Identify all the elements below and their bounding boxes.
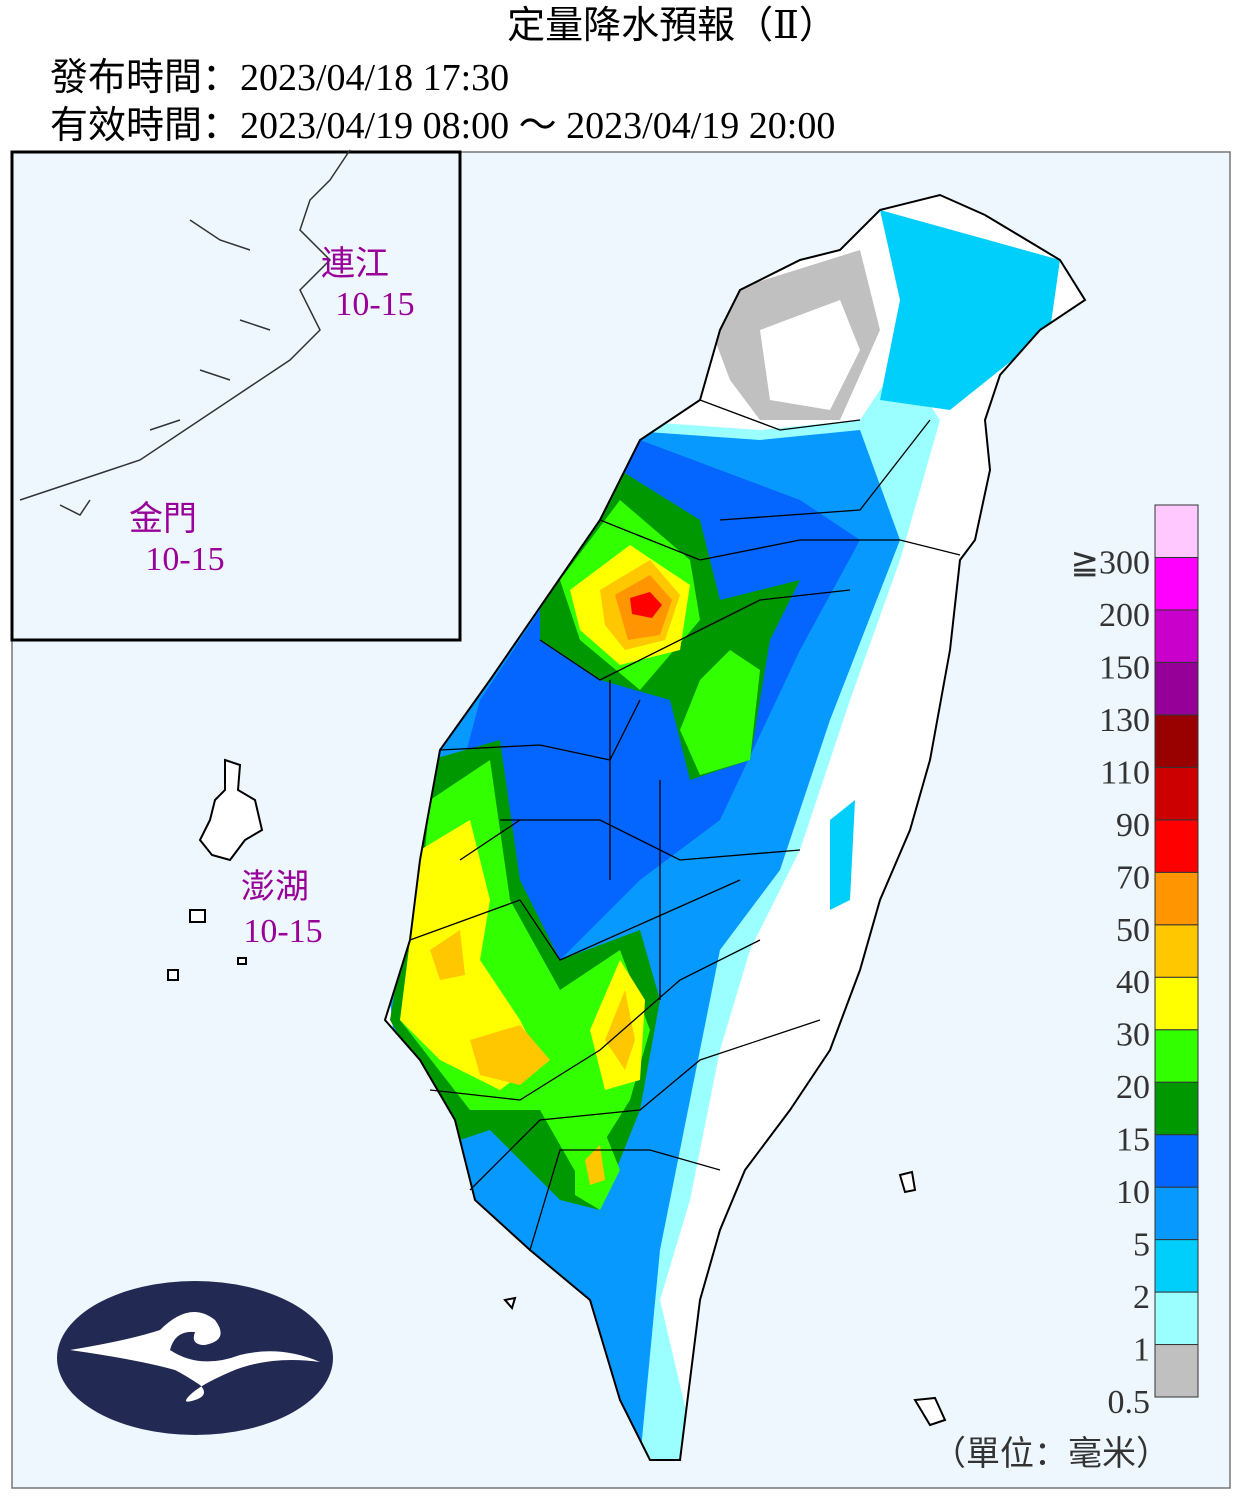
legend-swatch [1154, 924, 1199, 978]
legend-label: 40 [1116, 964, 1150, 1001]
legend-unit: （單位：毫米） [932, 1435, 1170, 1473]
legend-swatch [1154, 609, 1199, 663]
legend-label: ≧300 [1071, 544, 1151, 581]
island-range: 10-15 [335, 286, 414, 323]
legend-label: 110 [1100, 754, 1150, 791]
legend-swatch [1154, 661, 1199, 716]
legend-label: 150 [1099, 649, 1150, 686]
issued-time: 發布時間：2023/04/18 17:30 [50, 57, 509, 99]
legend-label: 5 [1133, 1227, 1150, 1264]
island-name: 澎湖 [241, 868, 309, 906]
legend-swatch [1154, 504, 1199, 558]
title: 定量降水預報（Ⅱ） [507, 5, 837, 47]
legend-label: 10 [1116, 1174, 1150, 1211]
valid-time: 有效時間：2023/04/19 08:00 ～ 2023/04/19 20:00 [50, 105, 835, 147]
legend-label: 90 [1116, 807, 1150, 844]
legend-label: 30 [1116, 1017, 1150, 1054]
legend-label: 15 [1116, 1122, 1150, 1159]
legend-swatch [1154, 871, 1199, 926]
legend-label: 70 [1116, 859, 1150, 896]
cwb-logo [57, 1281, 333, 1435]
penghu: 澎湖 10-15 [167, 758, 323, 981]
island-range: 10-15 [145, 541, 224, 578]
legend-swatch [1154, 556, 1199, 611]
island-name: 金門 [129, 500, 197, 538]
island-name: 連江 [321, 245, 389, 283]
legend-label: 130 [1099, 702, 1150, 739]
island-range: 10-15 [243, 913, 322, 950]
legend-label: 0.5 [1108, 1384, 1151, 1421]
taiwan-map [384, 194, 1086, 1461]
legend-label: 1 [1133, 1332, 1150, 1369]
legend-swatch [1154, 1081, 1199, 1136]
legend-label: 20 [1116, 1069, 1150, 1106]
legend-swatch [1154, 1291, 1199, 1346]
legend-label: 50 [1116, 912, 1150, 949]
legend-swatch [1154, 1239, 1199, 1293]
legend-swatch [1154, 766, 1199, 821]
legend-label: 200 [1099, 597, 1150, 634]
legend-swatch [1154, 1134, 1199, 1188]
legend-swatch [1154, 1344, 1199, 1398]
legend-label: 2 [1133, 1279, 1150, 1316]
legend-swatch [1154, 1186, 1199, 1241]
legend-swatch [1154, 714, 1199, 768]
legend: 0.5 1 2 5 10 15 20 30 40 50 70 90 110 130 150 200 ≧300 [1071, 504, 1199, 1421]
inset: 連江 10-15 金門 10-15 [10, 149, 462, 642]
legend-swatch [1154, 1029, 1199, 1083]
legend-swatch [1154, 819, 1199, 873]
legend-swatch [1154, 976, 1199, 1031]
